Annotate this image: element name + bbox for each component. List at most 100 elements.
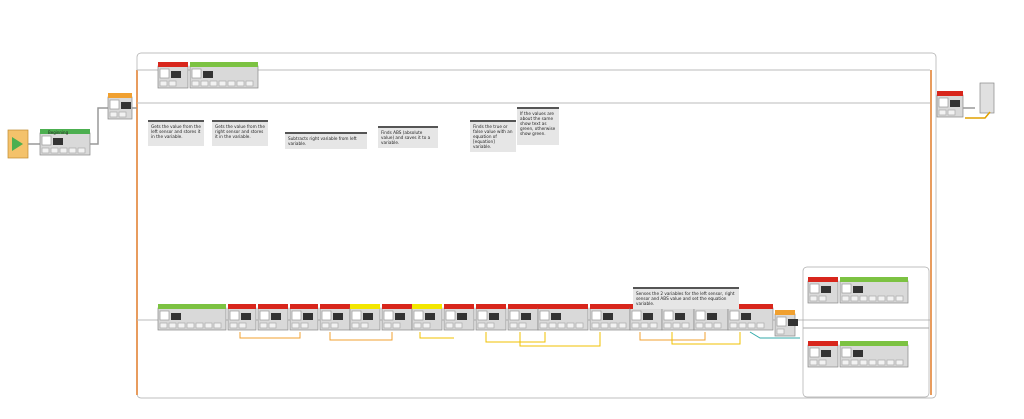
block-param — [77, 147, 86, 154]
block-header — [444, 304, 474, 309]
block-param — [809, 295, 818, 302]
block-param — [360, 322, 369, 329]
switch-frame — [802, 266, 930, 398]
block-param — [191, 80, 200, 87]
block-header — [108, 93, 132, 98]
block-header — [728, 304, 773, 309]
block-param — [413, 322, 422, 329]
block-param — [776, 328, 785, 335]
end-block — [979, 82, 995, 114]
block-param — [168, 322, 177, 329]
block-param — [841, 359, 850, 366]
block-label: Beginning — [48, 130, 69, 135]
block-param — [59, 147, 68, 154]
block-param — [591, 322, 600, 329]
block-param — [747, 322, 756, 329]
block-port — [445, 310, 456, 321]
block-port — [809, 347, 820, 358]
wire — [749, 331, 800, 339]
block-port — [291, 310, 302, 321]
block-param — [895, 295, 904, 302]
block-port — [229, 310, 240, 321]
block-icon — [363, 313, 373, 320]
block-icon — [707, 313, 717, 320]
block-param — [600, 322, 609, 329]
block-param — [663, 322, 672, 329]
block-icon — [303, 313, 313, 320]
block-header — [476, 304, 506, 309]
block-param — [818, 359, 827, 366]
block-param — [895, 359, 904, 366]
block-param — [877, 359, 886, 366]
block-param — [713, 322, 722, 329]
block-icon — [521, 313, 531, 320]
block-header — [382, 304, 412, 309]
block-param — [548, 322, 557, 329]
block-port — [509, 310, 520, 321]
block-param — [238, 322, 247, 329]
block-param — [218, 80, 227, 87]
block-param — [68, 147, 77, 154]
block-param — [609, 322, 618, 329]
block-param — [245, 80, 254, 87]
comment: Senses the 2 variables for the left sens… — [633, 287, 739, 309]
block-param — [300, 322, 309, 329]
wire — [419, 332, 454, 339]
block-param — [756, 322, 765, 329]
wire — [519, 332, 601, 347]
block-icon — [425, 313, 435, 320]
block-param — [227, 80, 236, 87]
block-param — [938, 109, 947, 116]
block-port — [841, 347, 852, 358]
block-icon — [741, 313, 751, 320]
block-param — [557, 322, 566, 329]
block-icon — [950, 100, 960, 107]
wire — [671, 332, 741, 345]
block-param — [859, 295, 868, 302]
comment: Subtracts right variable from left varia… — [285, 132, 367, 149]
block-param — [168, 80, 177, 87]
block-param — [672, 322, 681, 329]
block-param — [729, 322, 738, 329]
block-header — [158, 304, 226, 309]
block-port — [539, 310, 550, 321]
block-icon — [457, 313, 467, 320]
block-icon — [271, 313, 281, 320]
block-param — [868, 295, 877, 302]
block-param — [518, 322, 527, 329]
block-param — [213, 322, 222, 329]
block-header — [590, 304, 630, 309]
wire — [965, 111, 991, 119]
block-param — [649, 322, 658, 329]
wire — [90, 107, 108, 145]
block-param — [383, 322, 392, 329]
block-header — [508, 304, 538, 309]
block-icon — [171, 71, 181, 78]
block-param — [877, 295, 886, 302]
block-port — [938, 97, 949, 108]
block-param — [886, 295, 895, 302]
comment: Finds ABS (absolute value) and saves it … — [378, 126, 438, 148]
block-param — [204, 322, 213, 329]
block-param — [50, 147, 59, 154]
block-header — [350, 304, 380, 309]
block-param — [486, 322, 495, 329]
block-port — [383, 310, 394, 321]
block-param — [41, 147, 50, 154]
block-header — [190, 62, 258, 67]
comment: Finds the true or false value with an eq… — [470, 120, 516, 152]
block-port — [351, 310, 362, 321]
block-icon — [333, 313, 343, 320]
block-port — [41, 135, 52, 146]
block-header — [412, 304, 442, 309]
block-param — [618, 322, 627, 329]
block-param — [809, 359, 818, 366]
block-icon — [643, 313, 653, 320]
block-header — [775, 310, 795, 315]
block-param — [704, 322, 713, 329]
block-param — [841, 295, 850, 302]
block-header — [290, 304, 318, 309]
block-port — [109, 99, 120, 110]
